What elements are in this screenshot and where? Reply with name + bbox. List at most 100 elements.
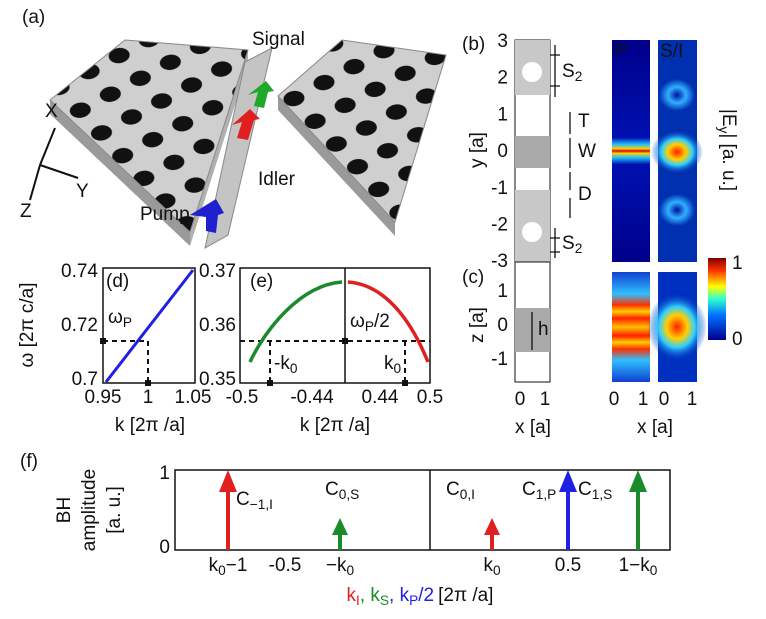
text-part: /2 <box>374 311 390 332</box>
x-tick-label: 1 <box>638 389 649 410</box>
x-tick-label: 1 <box>143 387 154 408</box>
region-label: W <box>578 141 596 162</box>
text-part: 0,I <box>460 487 475 502</box>
field-lobe <box>647 293 707 361</box>
panel-label: (a) <box>22 7 45 28</box>
idler-arrow <box>232 109 260 140</box>
colorbar-tick: 1 <box>732 253 743 274</box>
text-part: , k <box>389 585 410 606</box>
x-tick-label: 1 <box>687 389 698 410</box>
text-part: I <box>356 593 360 608</box>
panel-label: (c) <box>462 267 484 288</box>
text-part: C <box>325 479 339 500</box>
y-tick-label: 0 <box>497 141 508 162</box>
text-part: 1,P <box>536 487 557 502</box>
region-label: h <box>538 319 549 340</box>
text-part: 0 <box>394 361 402 376</box>
marker <box>145 380 151 386</box>
slab-side <box>50 100 190 246</box>
text-part: C <box>446 479 460 500</box>
x-tick-label: 0.44 <box>362 387 399 408</box>
x-tick-label: 0.95 <box>85 387 122 408</box>
axis-label: y [a] <box>467 132 488 168</box>
axes-box <box>174 469 671 551</box>
axis-label: z [a] <box>467 307 488 343</box>
signal-branch <box>248 280 343 363</box>
panel-f <box>174 469 671 551</box>
text-part: P <box>409 593 418 608</box>
colorbar-label: |Ey| [a. u.] <box>716 109 739 191</box>
x-tick-label: -0.5 <box>269 555 302 576</box>
colorbar-tick: 0 <box>732 329 743 350</box>
pump-label: Pump <box>140 204 190 225</box>
coefficient-label: C1,S <box>578 479 612 502</box>
y-tick-label: 0.35 <box>199 369 236 390</box>
axis-x: X <box>45 101 58 122</box>
y-tick-label: 0.7 <box>72 369 98 390</box>
map-label: P <box>614 41 627 62</box>
panel-a: (a) Signal Idler Pump X Y Z <box>20 7 447 249</box>
region-label: S2 <box>562 61 582 84</box>
axis-label: [a. u.] <box>104 486 125 534</box>
region-label: D <box>578 184 592 205</box>
text-part: ω <box>350 311 365 332</box>
x-tick-label: -0.44 <box>290 387 334 408</box>
text-part: P <box>365 319 374 334</box>
text-part: −k <box>326 555 347 576</box>
text-part: k <box>384 353 394 374</box>
text-part: -k <box>274 353 290 374</box>
y-tick-label: 0.74 <box>61 261 98 282</box>
text-part: 0 <box>290 361 298 376</box>
waveguide-wall <box>204 47 273 249</box>
y-tick-label: -1 <box>491 178 508 199</box>
coefficient-label: C0,S <box>325 479 359 502</box>
idler-label: Idler <box>258 169 296 190</box>
field-lobe <box>659 79 695 111</box>
panel-label: (e) <box>250 271 273 292</box>
y-tick-label: 0.37 <box>199 261 236 282</box>
x-tick-label: 1 <box>540 389 551 410</box>
y-tick-label: 1 <box>159 463 170 484</box>
axis-label: BH <box>54 497 75 523</box>
y-tick-label: 3 <box>497 31 508 52</box>
text-part: −1,I <box>250 497 273 512</box>
text-part: 0 <box>650 563 658 578</box>
text-part: k <box>347 585 357 606</box>
text-part: 2 <box>575 69 583 84</box>
x-tick-label: 0 <box>659 389 670 410</box>
structure-holes <box>515 40 550 262</box>
text-part: 1−k <box>619 555 651 576</box>
idler-branch <box>347 280 430 363</box>
panel-bc <box>514 39 726 383</box>
text-part: P <box>123 315 132 330</box>
marker <box>267 380 273 386</box>
text-part: , k <box>360 585 381 606</box>
x-tick-label: 0.5 <box>555 555 581 576</box>
marker <box>342 338 348 344</box>
dispersion-curve <box>104 269 195 383</box>
z-tick-label: 1 <box>497 281 508 302</box>
map-label: S/I <box>660 41 683 62</box>
text-part: /2 <box>418 585 434 606</box>
text-part: C <box>522 479 536 500</box>
text-part: −1 <box>226 555 248 576</box>
text-part: k <box>209 555 219 576</box>
field-lobe <box>651 130 703 174</box>
signal-label: Signal <box>252 29 305 50</box>
x-tick-label: 1−k0 <box>619 555 658 578</box>
text-part: 0 <box>493 563 501 578</box>
text-part: S <box>380 593 389 608</box>
coordinate-axes <box>29 127 79 201</box>
text-part: S <box>562 233 575 254</box>
text-part: | [a. u.] <box>718 133 739 191</box>
text-part: 0 <box>347 563 355 578</box>
region-label: T <box>578 111 590 132</box>
axis-label: k [2π /a] <box>300 415 370 436</box>
guide-line <box>240 340 430 383</box>
text-part: 0,S <box>339 487 360 502</box>
text-part: ω <box>108 307 123 328</box>
axis-label: x [a] <box>637 417 673 438</box>
slab-right <box>277 39 447 223</box>
region-label: S2 <box>562 233 582 256</box>
